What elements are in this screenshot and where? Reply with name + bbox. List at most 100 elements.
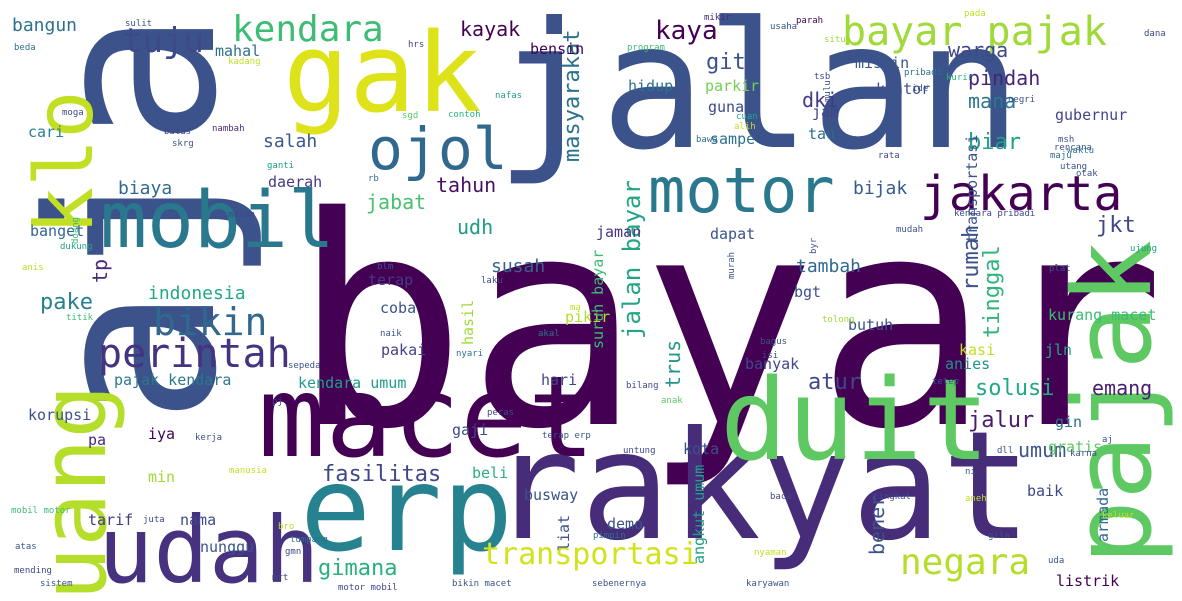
word-duit: duit: [720, 356, 990, 486]
word-rencana: rencana: [1054, 143, 1092, 153]
word-pakai: pakai: [381, 341, 427, 359]
word-tarif: tarif: [88, 511, 134, 529]
word-bikin: bikin: [153, 300, 268, 344]
word-peras: peras: [487, 408, 515, 418]
word-bensin: bensin: [530, 40, 585, 58]
word-kerja: kerja: [195, 433, 223, 443]
word-laku: laku: [481, 276, 503, 286]
word-cuan: cuan: [736, 112, 758, 122]
word-jabat: jabat: [366, 190, 427, 214]
word-banget: banget: [30, 222, 85, 240]
word-kendara: kendara: [232, 9, 384, 50]
word-aneh: aneh: [965, 494, 987, 504]
word-suruh-bayar: suruh bayar: [589, 249, 607, 349]
word-bro: bro: [278, 522, 295, 532]
word-butuh: butuh: [848, 316, 894, 334]
word-kaya: kaya: [655, 16, 718, 46]
word-mobil: mobil: [100, 176, 335, 266]
word-mana: mana: [968, 89, 1017, 113]
word-tambah: tambah: [796, 256, 862, 277]
word-erp: erp: [300, 440, 514, 578]
word-nafas: nafas: [495, 91, 523, 101]
word-kurir: kurir: [946, 73, 974, 83]
word-liat: liat: [555, 514, 573, 551]
word-dana: dana: [1144, 29, 1166, 39]
word-mahal: mahal: [215, 42, 261, 60]
word-aj: aj: [1102, 435, 1113, 445]
word-negri: negri: [1008, 95, 1036, 105]
word-ma: ma: [570, 303, 581, 313]
word-mrt: mrt: [272, 573, 289, 583]
word-byr: byr: [809, 237, 819, 254]
word-makan: makan: [228, 210, 256, 220]
word-ide: ide: [912, 84, 929, 94]
word-macet: macet: [258, 353, 596, 483]
word-doang: doang: [71, 216, 81, 244]
word-bijak: bijak: [853, 178, 908, 199]
word-naik: naik: [380, 329, 402, 339]
word-transportasi: transportasi: [963, 134, 981, 243]
word-sepeda: sepeda: [288, 361, 321, 371]
word-uda: uda: [1048, 556, 1065, 566]
word-kendara-umum: kendara umum: [298, 374, 407, 392]
word-mobil-motor: mobil motor: [11, 506, 71, 516]
word-tumpang: tumpang: [290, 535, 328, 545]
word-korupsi: korupsi: [28, 406, 92, 424]
word-juta: juta: [143, 515, 165, 525]
word-gubernur: gubernur: [1055, 106, 1128, 124]
word-sebenernya: sebenernya: [592, 579, 647, 589]
word-ganti: ganti: [267, 161, 295, 171]
word-sulit: sulit: [125, 19, 153, 29]
word-jln: jln: [1045, 341, 1073, 359]
word-batas: batas: [164, 127, 192, 137]
word-gila: gila: [988, 531, 1010, 541]
word-rb: rb: [368, 174, 379, 184]
word-nunggu: nunggu: [200, 538, 255, 556]
word-hrs: hrs: [408, 40, 425, 50]
word-parkir: parkir: [705, 77, 760, 95]
word-gmn: gmn: [285, 547, 302, 557]
word-motor: motor: [648, 154, 835, 227]
word-kasi: kasi: [959, 341, 996, 359]
word-hari: hari: [541, 371, 578, 389]
word-beli: beli: [472, 464, 509, 482]
word-udah: udah: [98, 497, 320, 601]
word-moga: moga: [62, 108, 84, 118]
word-pikir: pikir: [565, 308, 611, 326]
word-tuju: tuju: [122, 21, 204, 61]
word-perintah: perintah: [98, 331, 291, 377]
word-anies: anies: [945, 355, 991, 373]
word-indonesia: indonesia: [148, 283, 246, 304]
word-solusi: solusi: [975, 376, 1055, 401]
word-keluar: keluar: [1102, 511, 1135, 521]
word-jakarta: jakarta: [920, 166, 1123, 222]
word-gin: gin: [1055, 413, 1083, 431]
word-bawa: bawa: [696, 135, 718, 145]
word-parah: parah: [796, 16, 824, 26]
word-anak: anak: [661, 396, 683, 406]
word-kantor: kantor: [876, 80, 931, 98]
word-pake: pake: [40, 290, 93, 315]
word-gak: gak: [283, 9, 482, 137]
word-otak: otak: [1076, 169, 1098, 179]
word-karna: karna: [1070, 449, 1098, 459]
word-bener: bener: [865, 494, 889, 555]
word-jalan-bayar: jalan bayar: [618, 180, 646, 339]
word-gimana: gimana: [318, 556, 398, 581]
word-tinggal: tinggal: [980, 245, 1005, 338]
word-pa: pa: [88, 431, 107, 449]
word-kurang-macet: kurang macet: [1048, 306, 1157, 324]
word-pj: pj: [272, 397, 283, 407]
word-bgt: bgt: [794, 283, 822, 301]
word-kayak: kayak: [460, 17, 521, 41]
word-warga: warga: [948, 38, 1009, 62]
word-atur: atur: [808, 370, 861, 395]
word-blm: blm: [377, 262, 394, 272]
word-terap-erp: terap erp: [542, 431, 591, 441]
word-plat: plat: [1049, 264, 1071, 274]
word-susah: susah: [491, 256, 546, 277]
word-dll: dll: [997, 446, 1014, 456]
word-nyaman: nyaman: [754, 548, 787, 558]
word-demo: demo: [607, 515, 644, 533]
